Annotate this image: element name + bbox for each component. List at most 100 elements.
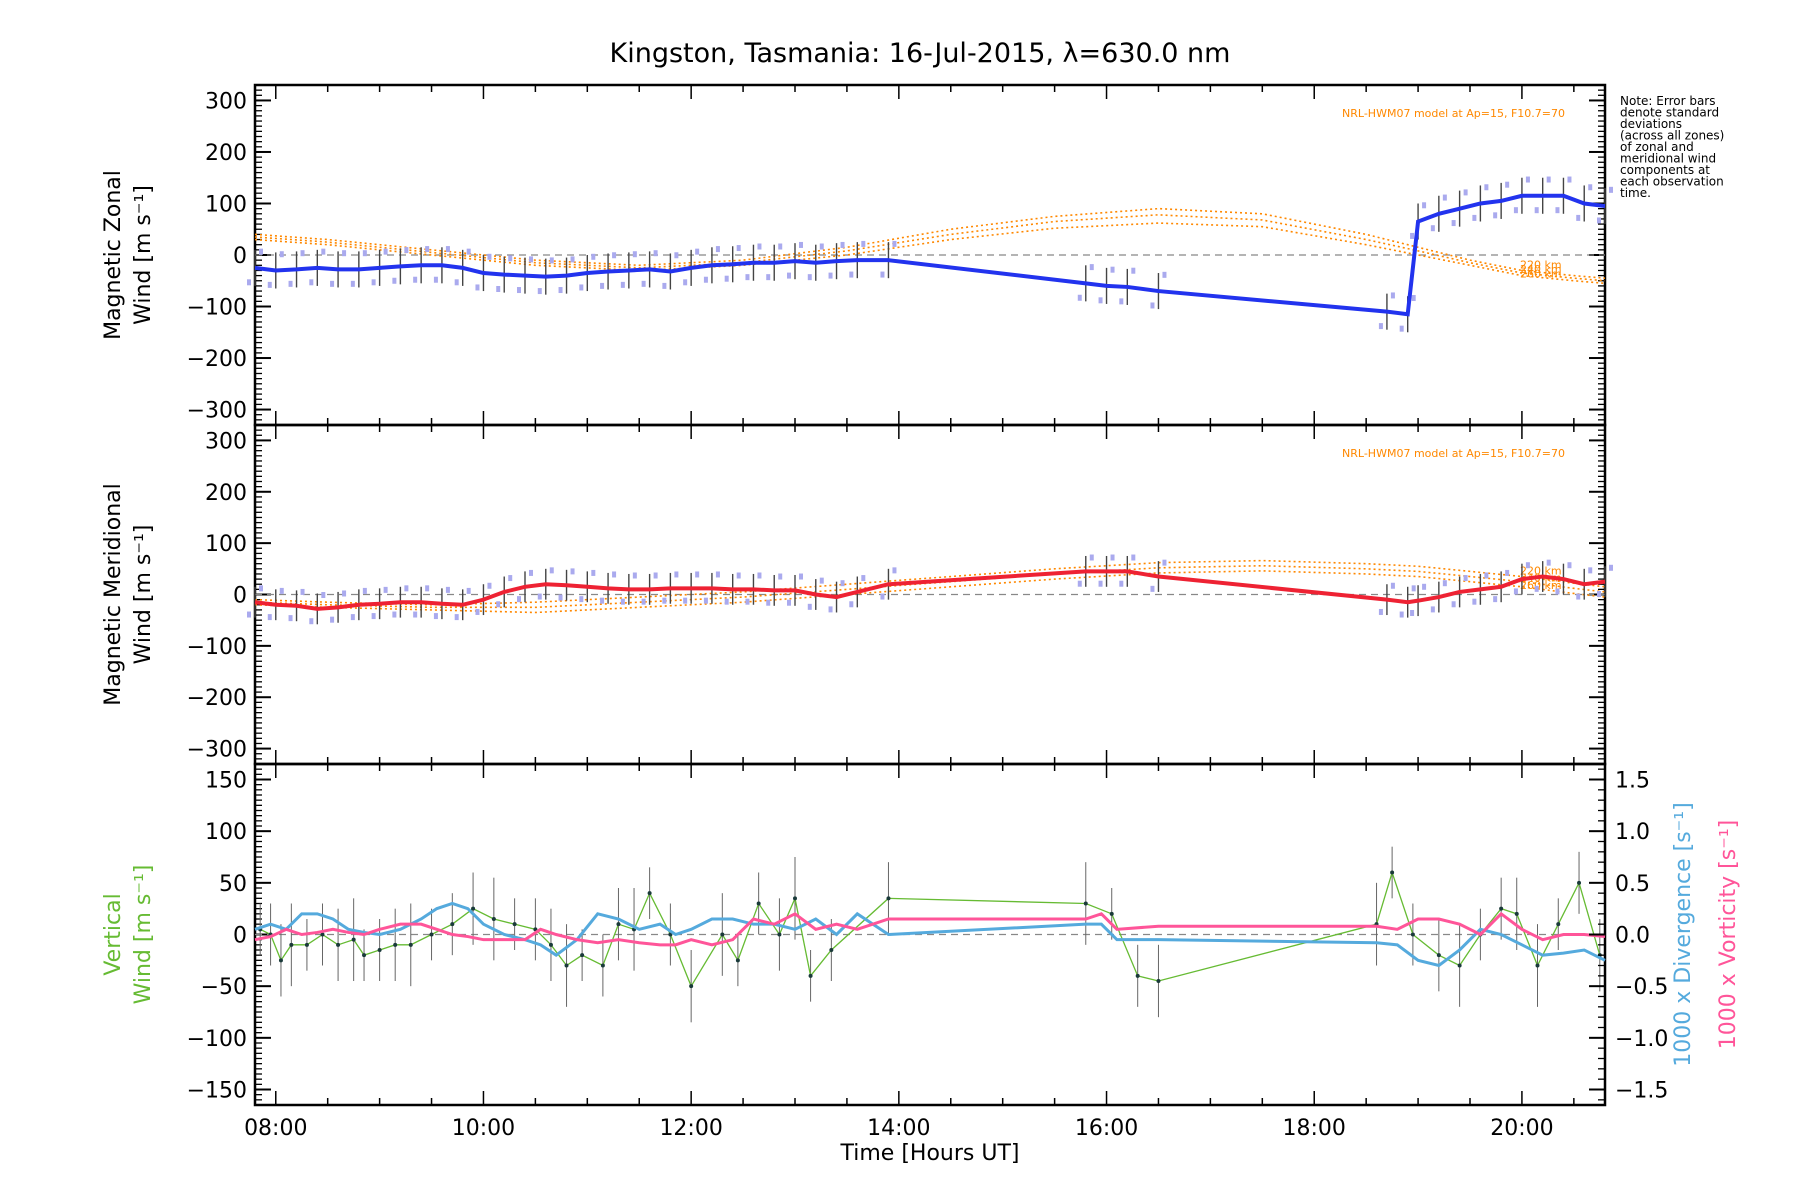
zone-marker xyxy=(778,243,783,250)
zone-marker xyxy=(445,246,450,253)
zone-marker xyxy=(799,573,803,580)
y-tick-label: 50 xyxy=(219,872,247,897)
zone-marker xyxy=(1119,580,1124,587)
y-axis-label: Magnetic Zonal Wind [m s⁻¹] xyxy=(101,170,156,340)
zone-marker xyxy=(695,248,700,255)
y-tick-label: 100 xyxy=(205,532,247,557)
note-line: each observation xyxy=(1620,175,1724,189)
zone-marker xyxy=(579,596,584,603)
y2-tick-label: 1.5 xyxy=(1615,769,1650,794)
zone-marker xyxy=(1442,580,1447,587)
zone-marker xyxy=(487,253,492,260)
y-tick-label: 0 xyxy=(233,584,247,609)
zone-marker xyxy=(1390,582,1395,589)
zone-marker xyxy=(1546,176,1551,183)
zone-marker xyxy=(849,271,854,278)
zone-marker xyxy=(1410,609,1415,616)
meridional-wind-panel: 300 200 100 0 −100 −200 −300 Magnetic Meridiona… xyxy=(101,423,1613,766)
zone-marker xyxy=(1442,194,1447,201)
zone-marker xyxy=(600,597,605,604)
zone-marker xyxy=(508,575,513,582)
x-tick-label: 12:00 xyxy=(659,1116,722,1141)
y-tick-label: 100 xyxy=(205,192,247,217)
zone-marker xyxy=(1463,189,1468,196)
zone-marker xyxy=(1150,585,1155,592)
zone-marker xyxy=(570,256,575,263)
zone-marker xyxy=(1513,207,1518,214)
zone-marker xyxy=(1411,295,1416,302)
zone-marker xyxy=(309,618,314,625)
zone-marker xyxy=(757,572,762,579)
vertical-wind-point xyxy=(580,953,585,958)
zone-marker xyxy=(600,282,605,289)
zone-marker xyxy=(745,598,750,605)
zone-marker xyxy=(383,586,388,593)
zone-marker xyxy=(1588,184,1593,191)
zone-marker xyxy=(892,567,897,574)
zone-marker xyxy=(1597,590,1601,597)
note-line: (across all zones) xyxy=(1620,129,1724,143)
zone-marker xyxy=(641,280,646,287)
zone-marker xyxy=(433,276,438,283)
zone-marker xyxy=(1162,271,1167,278)
zone-marker xyxy=(1534,585,1539,592)
zone-marker xyxy=(1430,606,1435,613)
zone-marker xyxy=(1505,569,1510,576)
zone-marker xyxy=(1525,176,1530,183)
vertical-wind-point xyxy=(1499,906,1504,911)
zone-marker xyxy=(300,588,305,595)
x-axis-label: Time [Hours UT] xyxy=(840,1141,1020,1166)
zone-marker xyxy=(620,598,625,605)
zone-marker xyxy=(662,597,667,604)
zone-marker xyxy=(1567,176,1572,183)
zone-marker xyxy=(745,274,750,281)
zone-marker xyxy=(475,284,480,291)
y-tick-label: −200 xyxy=(187,347,247,372)
vertical-wind-point xyxy=(777,932,782,937)
zone-marker xyxy=(1555,588,1560,595)
y2-tick-label: 0.5 xyxy=(1615,872,1650,897)
vertical-wind-point xyxy=(689,984,694,989)
note-line: components at xyxy=(1620,163,1710,177)
x-tick-label: 16:00 xyxy=(1075,1116,1138,1141)
vertical-wind-point xyxy=(793,896,797,901)
zone-marker xyxy=(383,248,388,255)
zone-marker xyxy=(1505,181,1510,188)
model-height-label: 220 km xyxy=(1520,565,1562,578)
zone-marker xyxy=(579,284,584,291)
zone-marker xyxy=(703,276,708,283)
zone-marker xyxy=(466,248,471,255)
zone-marker xyxy=(517,596,521,603)
zone-marker xyxy=(757,243,762,250)
zone-marker xyxy=(674,571,679,578)
x-tick-label: 08:00 xyxy=(244,1116,307,1141)
zone-marker xyxy=(496,286,501,292)
zone-marker xyxy=(892,240,897,247)
vertical-wind-point xyxy=(720,932,725,937)
zone-marker xyxy=(508,255,513,262)
zone-marker xyxy=(537,288,542,295)
zone-marker xyxy=(1576,214,1581,221)
zone-marker xyxy=(1089,264,1094,271)
y-tick-label: −100 xyxy=(187,296,247,321)
vertical-wind-point xyxy=(1083,901,1088,906)
vertical-wind-point xyxy=(471,906,476,911)
zone-marker xyxy=(1484,184,1489,191)
zone-marker xyxy=(267,281,272,288)
zone-marker xyxy=(558,594,563,601)
chart-title: Kingston, Tasmania: 16-Jul-2015, λ=630.0… xyxy=(610,38,1231,69)
vertical-wind-point xyxy=(393,942,398,947)
zone-marker xyxy=(247,279,251,286)
zone-marker xyxy=(766,599,771,606)
zone-marker xyxy=(371,613,376,620)
zone-marker xyxy=(612,252,617,259)
zone-marker xyxy=(715,571,720,578)
zone-marker xyxy=(1534,207,1539,214)
zone-marker xyxy=(1162,559,1167,566)
zone-marker xyxy=(1597,217,1601,224)
vertical-wind-point xyxy=(808,973,813,978)
zone-marker xyxy=(1472,598,1477,605)
zone-marker xyxy=(1098,297,1103,304)
zone-marker xyxy=(1525,562,1530,569)
zone-marker xyxy=(259,585,263,592)
